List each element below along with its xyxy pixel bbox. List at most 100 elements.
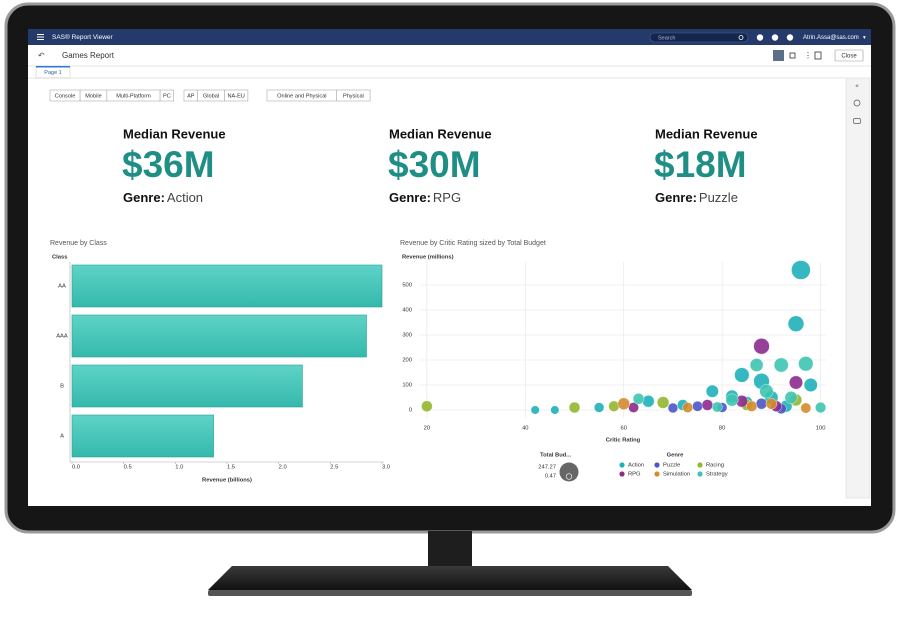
icon[interactable]: [771, 34, 779, 41]
filter-button[interactable]: [159, 89, 175, 102]
kpi-label: Median Revenue: [655, 126, 758, 141]
filter-label: PC: [163, 93, 171, 99]
size-legend-min: [565, 473, 573, 480]
legend-label: Puzzle: [663, 463, 680, 469]
y-tick-label: AA: [58, 284, 66, 290]
comment-icon[interactable]: [853, 118, 861, 124]
scatter-point[interactable]: [789, 375, 803, 390]
search-box[interactable]: [649, 32, 749, 43]
legend-swatch: [697, 462, 703, 468]
y-tick-label: 100: [402, 383, 412, 389]
x-tick-label: 1.5: [227, 465, 235, 471]
scatter-point[interactable]: [568, 401, 581, 414]
x-tick-label: 2.0: [279, 465, 287, 471]
kpi-value: $30M: [388, 144, 481, 185]
filter-button[interactable]: [224, 89, 249, 102]
x-tick-label: 60: [621, 426, 627, 432]
scatter-point[interactable]: [753, 338, 770, 355]
bar[interactable]: [71, 414, 214, 458]
scatter-point[interactable]: [734, 367, 750, 383]
tab-indicator: [36, 66, 70, 68]
toolbar: [28, 45, 871, 66]
scatter-point[interactable]: [593, 402, 605, 413]
scatter-point[interactable]: [725, 393, 739, 407]
scatter-point[interactable]: [791, 260, 811, 280]
scatter-point[interactable]: [815, 401, 827, 414]
filter-label: AP: [187, 93, 195, 99]
share-button[interactable]: [814, 51, 822, 60]
bar[interactable]: [71, 364, 303, 408]
menu-icon[interactable]: [37, 34, 44, 40]
scatter-point[interactable]: [749, 358, 764, 372]
x-tick-label: 3.0: [382, 465, 390, 471]
search-icon[interactable]: [738, 35, 744, 40]
scatter-point[interactable]: [701, 399, 714, 411]
scatter-point[interactable]: [617, 397, 630, 410]
scatter-point[interactable]: [800, 402, 812, 414]
more-button[interactable]: ⋮: [804, 51, 812, 60]
scatter-point[interactable]: [755, 398, 768, 410]
scatter-point[interactable]: [421, 400, 433, 412]
filter-label: Global: [203, 93, 219, 99]
legend-swatch: [654, 471, 660, 477]
help-icon[interactable]: [786, 34, 794, 41]
collapse-button[interactable]: «: [855, 84, 859, 90]
scatter-point[interactable]: [642, 395, 655, 408]
x-tick-label: 40: [522, 426, 528, 432]
filter-label: Multi-Platform: [116, 93, 151, 99]
scatter-point[interactable]: [682, 402, 694, 413]
app-title: SAS® Report Viewer: [52, 33, 114, 41]
kpi-label: Median Revenue: [123, 126, 226, 141]
filter-button[interactable]: [336, 89, 371, 102]
user-menu-caret[interactable]: ▾: [863, 35, 866, 41]
bar[interactable]: [71, 264, 383, 308]
scatter-point[interactable]: [765, 398, 778, 410]
filter-button[interactable]: [773, 50, 784, 61]
user-name[interactable]: Atrin.Assa@sas.com: [803, 35, 859, 41]
scatter-point[interactable]: [530, 405, 540, 415]
monitor-base-edge: [208, 590, 692, 596]
scatter-point[interactable]: [759, 384, 774, 399]
scatter-point[interactable]: [798, 356, 814, 372]
scatter-point[interactable]: [773, 357, 789, 373]
scatter-point[interactable]: [803, 378, 818, 392]
back-button[interactable]: ↶: [38, 51, 45, 60]
kpi-value: $18M: [654, 144, 747, 185]
y-tick-label: A: [60, 434, 64, 440]
scatter-point[interactable]: [608, 400, 620, 412]
size-legend-label: 0.47: [545, 474, 556, 480]
scatter-point[interactable]: [550, 405, 560, 415]
scatter-point[interactable]: [692, 400, 703, 412]
scatter-point[interactable]: [711, 401, 723, 413]
report-content: Console Mobile Multi-Platform PC AP Global NA-…: [49, 89, 827, 484]
size-legend-max: [559, 462, 579, 482]
expand-button[interactable]: [789, 52, 796, 59]
scatter-point[interactable]: [632, 393, 645, 405]
size-legend-title: Total Bud...: [540, 453, 572, 459]
y-tick-label: 300: [402, 333, 412, 339]
axis-title: Class: [52, 255, 67, 261]
monitor-base: [208, 566, 692, 590]
scatter-point[interactable]: [784, 391, 798, 404]
scatter-point[interactable]: [656, 396, 670, 409]
x-tick-label: 2.5: [330, 465, 338, 471]
filter-label: Console: [55, 93, 76, 99]
icon[interactable]: [756, 34, 764, 41]
filter-label: Mobile: [85, 93, 101, 99]
scatter-point[interactable]: [746, 400, 758, 412]
scatter-point[interactable]: [705, 384, 719, 398]
search-placeholder: Search: [658, 35, 675, 41]
x-tick-label: 0.5: [124, 465, 132, 471]
y-tick-label: 0: [409, 408, 412, 414]
legend-swatch: [619, 471, 625, 477]
bar[interactable]: [71, 314, 367, 358]
close-button[interactable]: [834, 49, 864, 62]
legend-swatch: [654, 462, 660, 468]
info-icon[interactable]: [853, 99, 861, 107]
scatter-point[interactable]: [787, 315, 805, 332]
kpi-genre: Genre: Puzzle: [655, 190, 738, 205]
scatter-point[interactable]: [667, 402, 679, 414]
legend-label: Simulation: [663, 472, 690, 478]
legend-label: Strategy: [706, 472, 728, 478]
